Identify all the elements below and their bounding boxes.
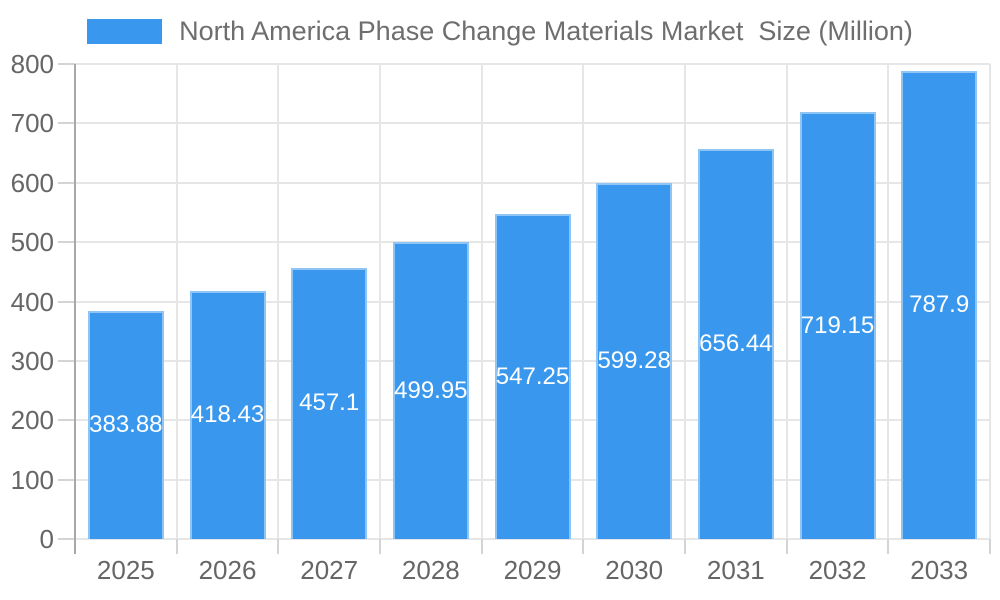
- y-tick-label: 200: [10, 405, 54, 436]
- x-tick-label: 2029: [503, 555, 562, 585]
- bar-value-label: 499.95: [394, 376, 468, 404]
- legend-swatch: [87, 18, 163, 44]
- x-axis-tick: [684, 539, 686, 554]
- gridline-x: [277, 64, 280, 539]
- x-axis-tick: [379, 539, 381, 554]
- gridline-x: [684, 64, 686, 539]
- y-axis-tick: [58, 300, 75, 303]
- bar-value-label: 656.44: [699, 330, 773, 358]
- gridline-x: [480, 64, 483, 539]
- bar-value-label: 719.15: [800, 311, 875, 339]
- bar-value-label: 457.1: [299, 389, 360, 417]
- x-axis-tick: [989, 539, 991, 554]
- gridline-x: [785, 64, 788, 539]
- legend-label: North America Phase Change Materials Mar…: [179, 16, 913, 46]
- x-axis-tick: [582, 539, 585, 554]
- chart-legend: North America Phase Change Materials Mar…: [0, 16, 1000, 46]
- bar: [393, 242, 469, 539]
- gridline-x: [379, 64, 381, 539]
- bar-value-label: 787.9: [909, 291, 970, 319]
- bar: [190, 290, 266, 539]
- y-tick-label: 500: [10, 227, 54, 258]
- y-axis-line: [74, 64, 76, 554]
- bar-value-label: 418.43: [190, 400, 265, 428]
- bar: [291, 267, 367, 539]
- y-tick-label: 0: [39, 524, 54, 554]
- x-tick-label: 2031: [706, 555, 765, 585]
- y-tick-label: 800: [10, 49, 54, 79]
- bar-value-label: 599.28: [597, 347, 671, 375]
- x-tick-label: 2025: [96, 555, 155, 585]
- x-axis-tick: [175, 539, 178, 554]
- y-axis-tick: [58, 478, 75, 481]
- x-axis-tick: [887, 539, 890, 554]
- y-tick-label: 100: [10, 464, 54, 495]
- legend-item[interactable]: North America Phase Change Materials Mar…: [87, 16, 913, 46]
- x-tick-label: 2028: [401, 555, 460, 585]
- y-axis-tick: [58, 122, 75, 125]
- gridline-x: [582, 64, 585, 539]
- x-tick-label: 2030: [605, 555, 664, 585]
- gridline-x: [989, 64, 991, 539]
- bar: [901, 71, 977, 539]
- x-tick-label: 2033: [910, 555, 969, 585]
- y-tick-label: 400: [10, 286, 54, 317]
- gridline-y: [75, 122, 990, 125]
- gridline-x: [887, 64, 890, 539]
- x-axis-tick: [480, 539, 483, 554]
- x-tick-label: 2027: [300, 555, 359, 585]
- gridline-y: [75, 181, 990, 184]
- y-axis-tick: [58, 63, 75, 65]
- gridline-y: [75, 63, 990, 65]
- y-axis-tick: [58, 419, 75, 422]
- bar: [596, 183, 672, 539]
- y-tick-label: 700: [10, 108, 54, 139]
- bar: [800, 112, 876, 539]
- bar: [88, 311, 164, 539]
- x-axis-tick: [785, 539, 788, 554]
- x-tick-label: 2032: [808, 555, 867, 585]
- y-axis-tick: [58, 359, 75, 362]
- x-axis-tick: [277, 539, 280, 554]
- bar: [495, 214, 571, 539]
- y-axis-tick: [58, 181, 75, 184]
- bar-value-label: 383.88: [89, 411, 163, 439]
- bar-value-label: 547.25: [495, 362, 570, 390]
- y-axis-tick: [58, 241, 75, 244]
- x-tick-label: 2026: [198, 555, 257, 585]
- bar: [698, 149, 774, 539]
- y-tick-label: 300: [10, 345, 54, 376]
- y-tick-label: 600: [10, 167, 54, 198]
- gridline-y: [75, 538, 990, 540]
- gridline-x: [175, 64, 178, 539]
- y-axis-tick: [58, 538, 75, 540]
